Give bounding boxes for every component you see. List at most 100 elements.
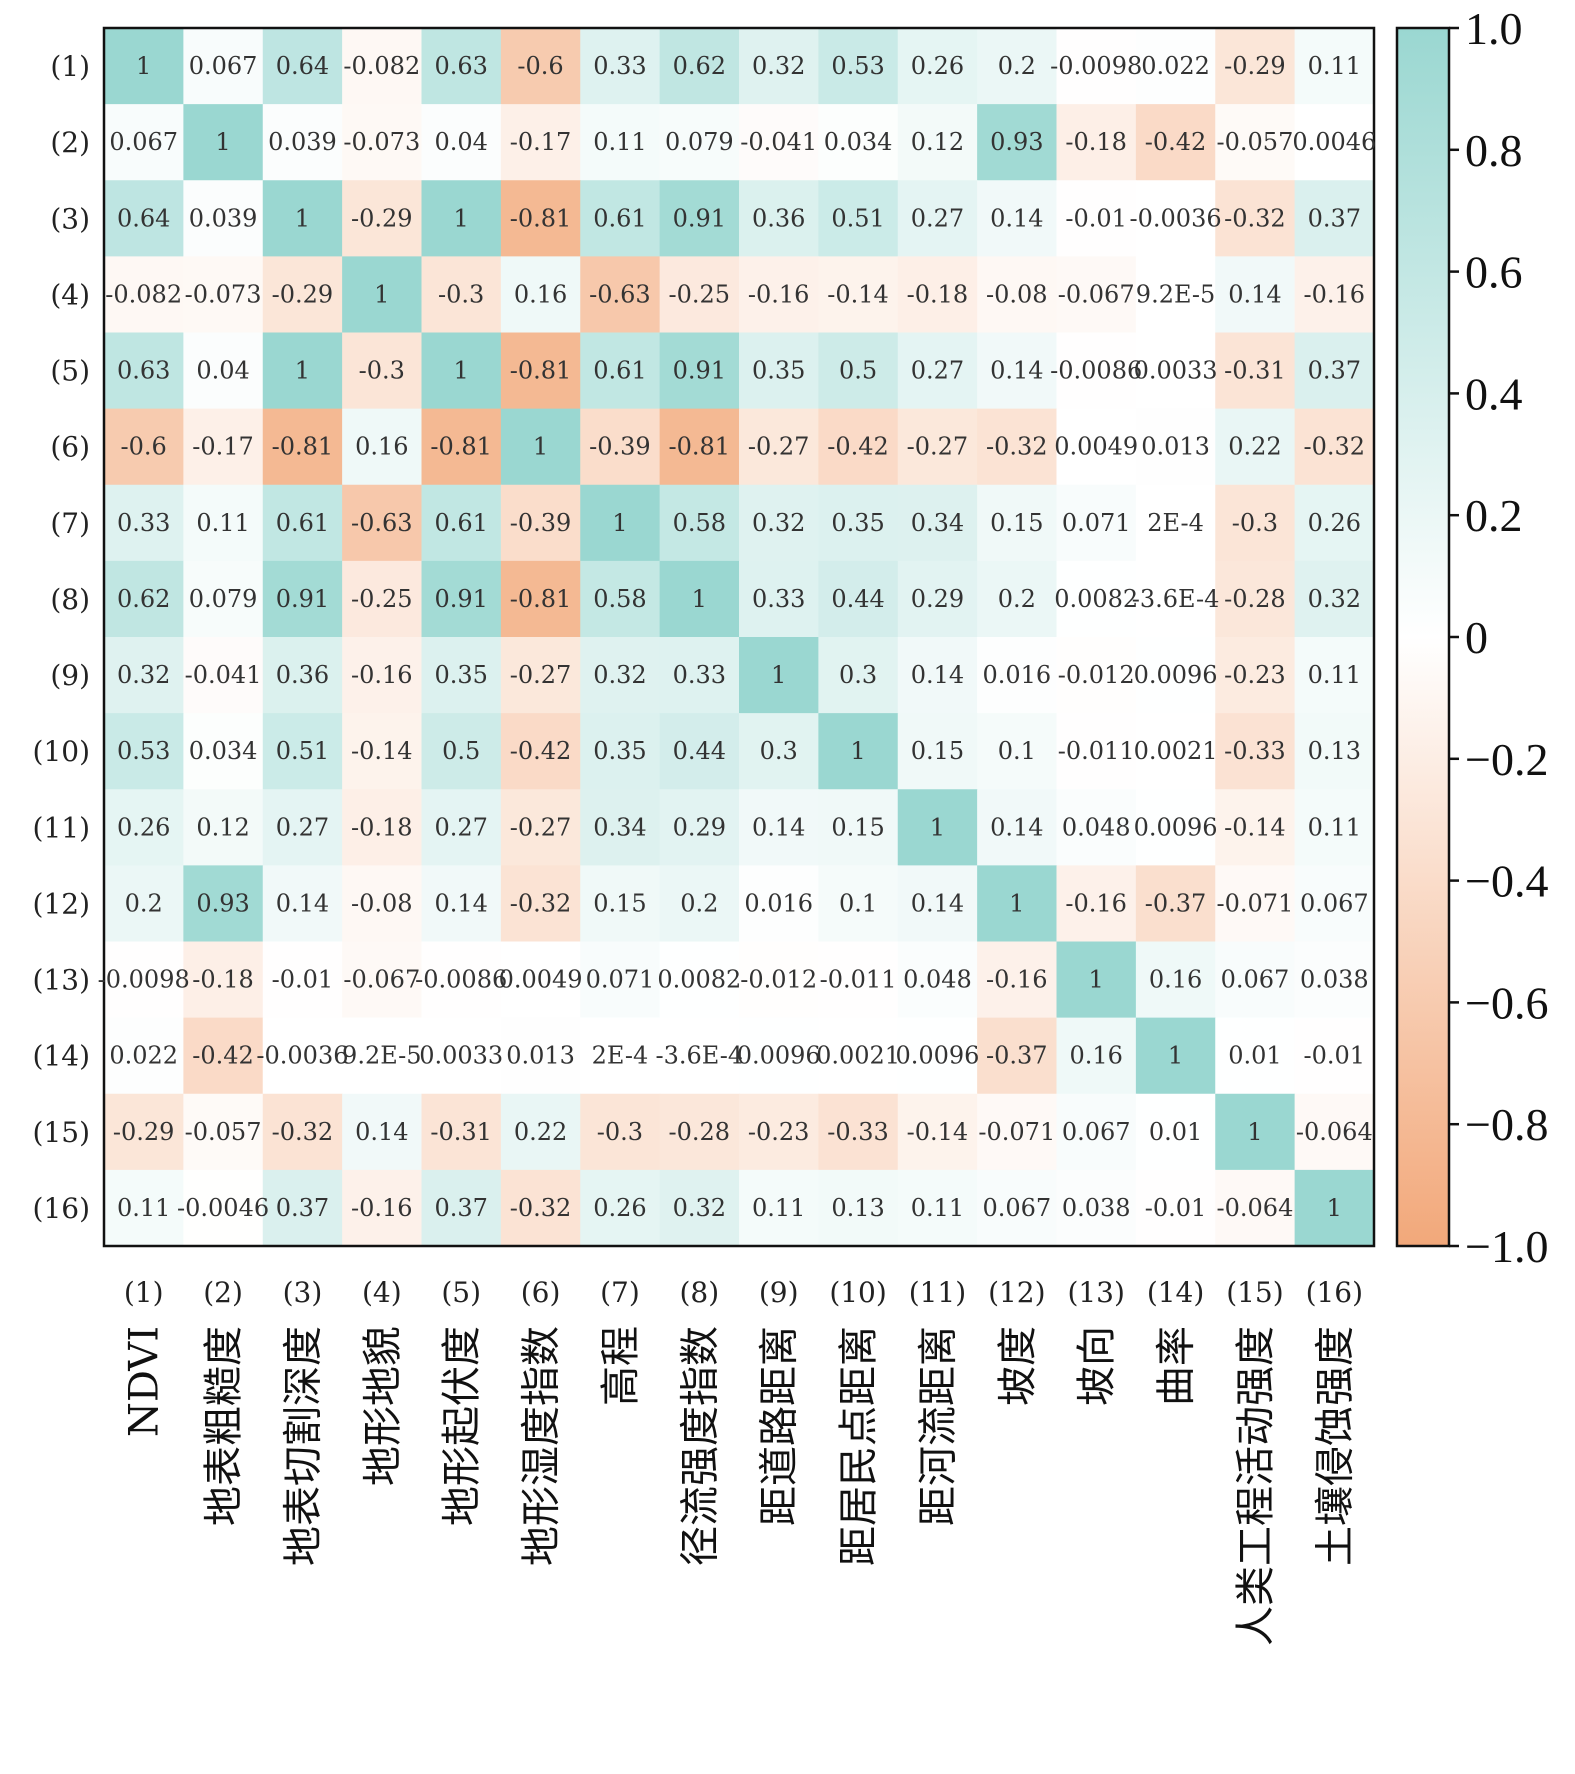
cell-value-label: 0.61 — [593, 204, 646, 232]
heatmap-cell — [580, 637, 661, 714]
cell-value-label: 0.14 — [911, 661, 964, 689]
heatmap-cell — [262, 713, 343, 790]
cell-value-label: 0.2 — [998, 52, 1036, 80]
cell-value-label: -0.33 — [827, 1118, 889, 1146]
heatmap-cell — [580, 1169, 661, 1247]
cell-value-label: 0.11 — [752, 1194, 805, 1222]
cell-value-label: 0.33 — [593, 52, 646, 80]
heatmap-cell — [977, 1093, 1058, 1171]
heatmap-cell — [262, 104, 343, 181]
cell-value-label: 0.22 — [1228, 433, 1281, 461]
heatmap-cell — [739, 941, 819, 1019]
heatmap-cell — [897, 28, 978, 105]
cell-value-label: -0.29 — [272, 280, 334, 308]
cell-value-label: 0.067 — [1062, 1118, 1131, 1146]
heatmap-cell — [818, 637, 899, 714]
column-label: (2) — [203, 1276, 243, 1309]
heatmap-cell — [739, 104, 819, 181]
cell-value-label: 0.32 — [752, 509, 805, 537]
cell-value-label: 0.63 — [434, 52, 487, 80]
cell-value-label: 1 — [374, 280, 389, 308]
cell-value-label: 0.15 — [593, 889, 646, 917]
cell-value-label: -0.6 — [517, 52, 563, 80]
cell-value-label: -0.3 — [597, 1118, 643, 1146]
cell-value-label: 0.26 — [1308, 509, 1361, 537]
heatmap-cell — [421, 941, 502, 1019]
cell-value-label: -0.39 — [510, 509, 572, 537]
variable-name-label: 曲率 — [1154, 1326, 1200, 1406]
cell-value-label: 0.034 — [824, 128, 893, 156]
heatmap-cell — [739, 256, 819, 334]
heatmap-cell — [1135, 1169, 1216, 1247]
cell-value-label: 1 — [215, 128, 230, 156]
cell-value-label: -0.32 — [986, 433, 1048, 461]
heatmap-cell — [818, 484, 899, 562]
cell-value-label: -0.37 — [1145, 889, 1207, 917]
variable-name-label: 距居民点距离 — [836, 1326, 882, 1566]
heatmap-cell — [500, 1017, 581, 1095]
cell-value-label: 0.14 — [752, 813, 805, 841]
cell-value-label: -0.064 — [1217, 1194, 1294, 1222]
cell-value-label: -0.27 — [510, 661, 572, 689]
row-label: (6) — [50, 431, 90, 464]
cell-value-label: -0.041 — [185, 661, 262, 689]
heatmap-cell — [500, 1169, 581, 1247]
cell-value-label: 0.51 — [831, 204, 884, 232]
heatmap-cell — [342, 713, 423, 790]
cell-value-label: 0.16 — [1069, 1042, 1122, 1070]
column-label: (5) — [441, 1276, 481, 1309]
heatmap-cell — [500, 484, 581, 562]
cell-value-label: -3.6E-4 — [656, 1042, 744, 1070]
cell-value-label: 0.079 — [189, 585, 258, 613]
cell-value-label: 1 — [1327, 1194, 1342, 1222]
heatmap-cell — [183, 408, 264, 486]
heatmap-cell — [500, 28, 581, 105]
cell-value-label: 0.038 — [1300, 966, 1369, 994]
cell-value-label: 0.11 — [1308, 661, 1361, 689]
heatmap-cell — [739, 484, 819, 562]
cell-value-label: 0.16 — [1149, 966, 1202, 994]
heatmap-cell — [500, 180, 581, 257]
cell-value-label: 0.26 — [593, 1194, 646, 1222]
cell-value-label: -0.16 — [748, 280, 810, 308]
cell-value-label: -0.012 — [740, 966, 817, 994]
heatmap-cell — [262, 256, 343, 334]
heatmap-cell — [818, 789, 899, 866]
cell-value-label: 1 — [1168, 1042, 1183, 1070]
heatmap-cell — [897, 104, 978, 181]
cell-value-label: 1 — [1247, 1118, 1262, 1146]
heatmap-cell — [500, 637, 581, 714]
colorbar-tick-label: 0.8 — [1465, 125, 1523, 176]
cell-value-label: 0.62 — [117, 585, 170, 613]
cell-value-label: 0.0049 — [499, 966, 583, 994]
heatmap-cell — [104, 637, 184, 714]
cell-value-label: 0.15 — [831, 813, 884, 841]
heatmap-cell — [1215, 713, 1296, 790]
cell-value-label: 0.61 — [593, 357, 646, 385]
heatmap-cell — [897, 408, 978, 486]
cell-value-label: 0.5 — [442, 737, 480, 765]
cell-value-label: 1 — [930, 813, 945, 841]
heatmap-cell — [1294, 180, 1375, 257]
cell-value-label: -0.071 — [1217, 889, 1294, 917]
colorbar-tick-label: −0.2 — [1465, 734, 1548, 785]
heatmap-cell — [421, 865, 502, 943]
heatmap-cell — [1294, 865, 1375, 943]
heatmap-cell — [1294, 1169, 1375, 1247]
heatmap-cell — [739, 1169, 819, 1247]
cell-value-label: -0.082 — [343, 52, 420, 80]
heatmap-cell — [977, 713, 1058, 790]
heatmap-cell — [739, 713, 819, 790]
heatmap-cell — [659, 332, 740, 410]
cell-value-label: 0.14 — [990, 357, 1043, 385]
cell-value-label: -0.81 — [669, 433, 731, 461]
heatmap-cell — [818, 1093, 899, 1171]
heatmap-cell — [897, 713, 978, 790]
heatmap-cell — [1294, 637, 1375, 714]
cell-value-label: 0.16 — [514, 280, 567, 308]
heatmap-cell — [421, 789, 502, 866]
heatmap-cell — [580, 408, 661, 486]
cell-value-label: 0.01 — [1149, 1118, 1202, 1146]
heatmap-cell — [183, 637, 264, 714]
